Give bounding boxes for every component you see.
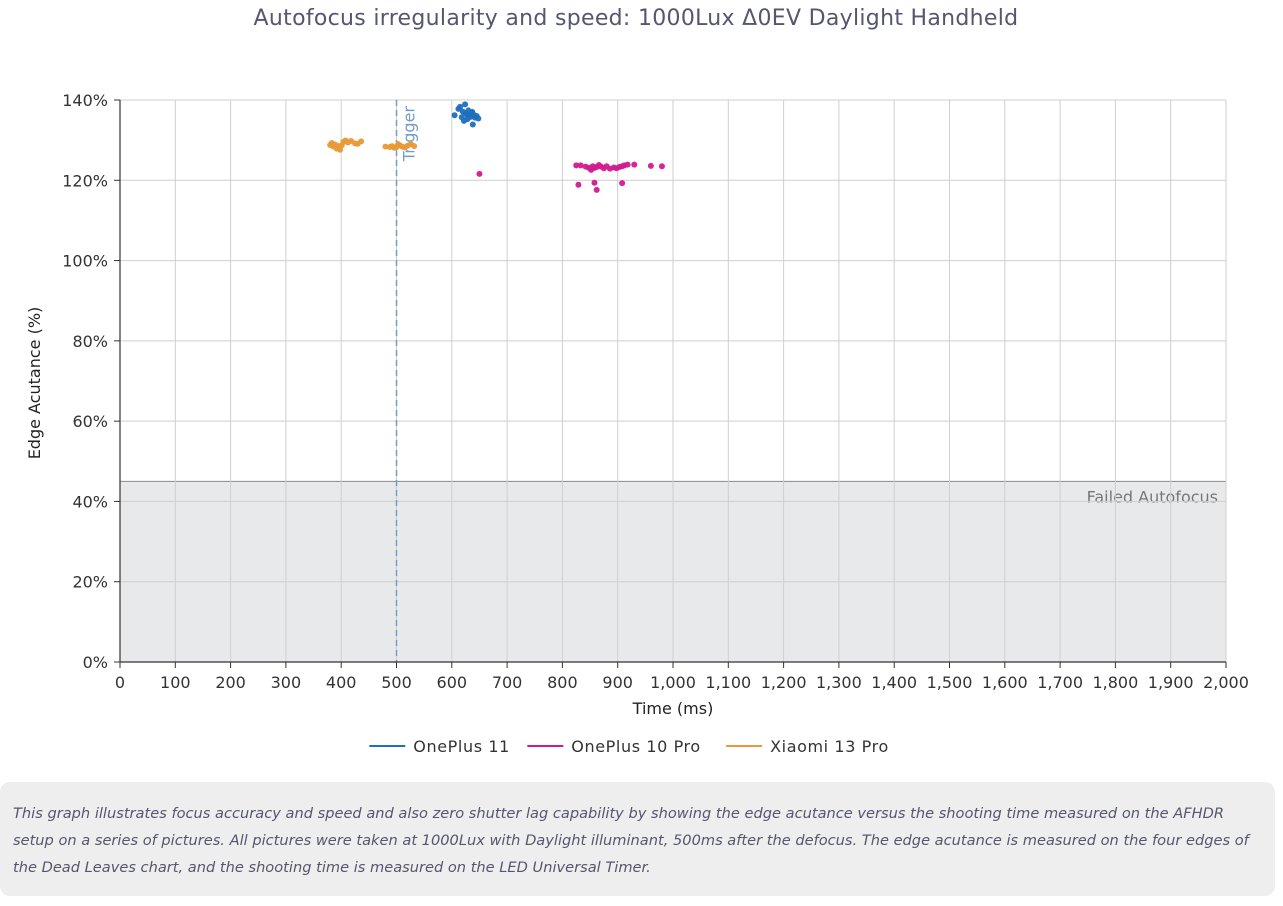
failed-autofocus-label: Failed Autofocus <box>1087 487 1218 506</box>
x-tick-label: 300 <box>271 673 302 692</box>
data-point <box>462 101 469 108</box>
scatter-chart: Failed Autofocus Trigger 0 100 200 300 400 50… <box>25 91 1249 756</box>
data-point <box>358 138 365 145</box>
legend-entry: OnePlus 11 <box>413 737 510 756</box>
data-point <box>465 113 472 120</box>
data-point <box>658 163 665 170</box>
y-tick-label: 0% <box>83 653 108 672</box>
data-point <box>451 112 458 119</box>
chart-caption: This graph illustrates focus accuracy an… <box>13 805 1249 876</box>
data-point <box>624 161 631 168</box>
data-point <box>476 170 483 177</box>
y-axis-label: Edge Acutance (%) <box>25 307 44 460</box>
y-tick-label: 20% <box>72 573 108 592</box>
x-tick-label: 700 <box>492 673 523 692</box>
x-tick-label: 500 <box>381 673 412 692</box>
x-tick-label: 100 <box>160 673 191 692</box>
trigger-label: Trigger <box>400 106 419 163</box>
data-point <box>577 162 584 169</box>
x-tick-label: 2,000 <box>1203 673 1249 692</box>
data-point <box>469 121 476 128</box>
data-point <box>457 103 464 110</box>
data-point <box>591 179 598 186</box>
data-point <box>593 186 600 193</box>
data-point <box>575 181 582 188</box>
y-tick-label: 100% <box>62 252 108 271</box>
legend-entry: OnePlus 10 Pro <box>571 737 700 756</box>
chart-caption-box: This graph illustrates focus accuracy an… <box>0 782 1275 896</box>
x-tick-label: 1,900 <box>1148 673 1194 692</box>
y-tick-label: 140% <box>62 91 108 110</box>
data-point <box>631 161 638 168</box>
y-tick-label: 60% <box>72 412 108 431</box>
data-point <box>469 109 476 116</box>
y-tick-label: 120% <box>62 171 108 190</box>
x-tick-label: 1,400 <box>871 673 917 692</box>
legend-entry: Xiaomi 13 Pro <box>770 737 889 756</box>
y-tick-label: 80% <box>72 332 108 351</box>
x-tick-label: 800 <box>547 673 578 692</box>
x-tick-label: 1,300 <box>816 673 862 692</box>
x-tick-label: 1,700 <box>1037 673 1083 692</box>
x-tick-label: 600 <box>437 673 468 692</box>
data-point <box>619 180 626 187</box>
x-tick-label: 0 <box>115 673 125 692</box>
x-tick-label: 900 <box>602 673 633 692</box>
chart-title: Autofocus irregularity and speed: 1000Lu… <box>253 6 1019 31</box>
x-tick-label: 1,200 <box>761 673 807 692</box>
x-tick-label: 1,800 <box>1092 673 1138 692</box>
x-tick-label: 1,100 <box>705 673 751 692</box>
data-point <box>382 143 389 150</box>
data-point <box>647 162 654 169</box>
x-axis-label: Time (ms) <box>632 699 714 718</box>
data-point <box>411 143 418 150</box>
y-tick-label: 40% <box>72 492 108 511</box>
data-point <box>573 162 580 169</box>
x-tick-label: 1,000 <box>650 673 696 692</box>
data-point <box>475 115 482 122</box>
x-tick-label: 1,500 <box>927 673 973 692</box>
x-tick-label: 1,600 <box>982 673 1028 692</box>
x-tick-label: 400 <box>326 673 357 692</box>
x-tick-label: 200 <box>215 673 246 692</box>
